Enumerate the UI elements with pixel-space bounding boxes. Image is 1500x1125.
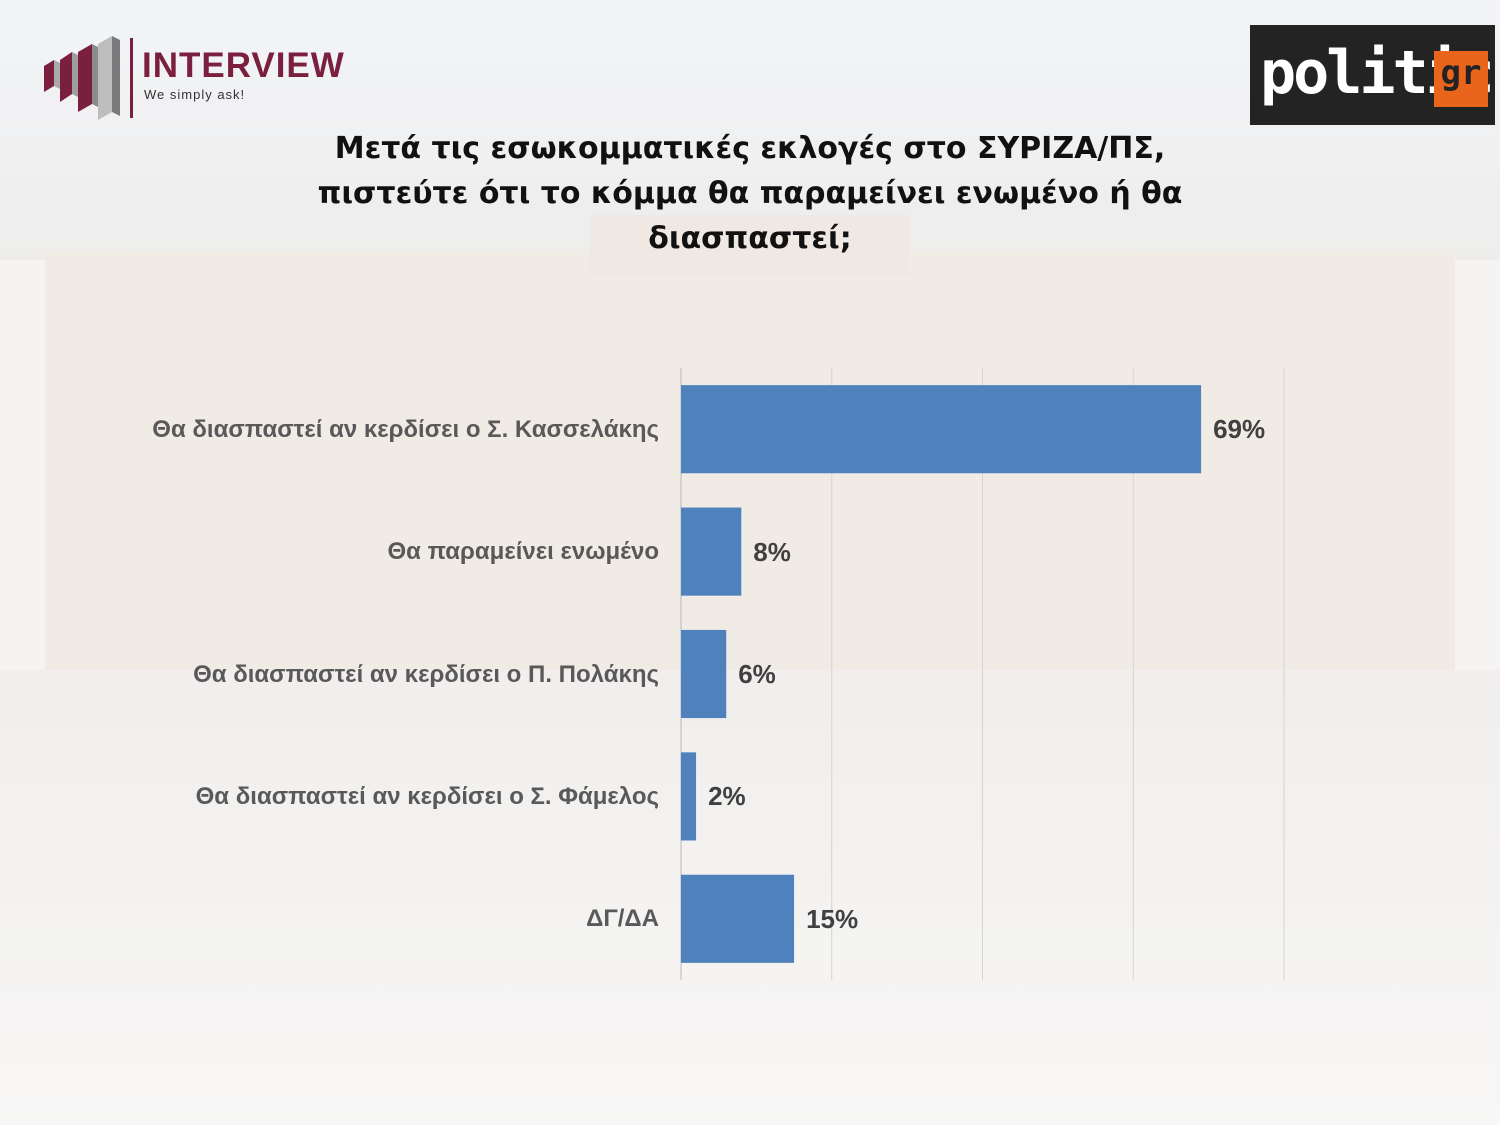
politic-brand-suffix: gr — [1434, 51, 1488, 107]
bar — [681, 629, 727, 719]
bar — [681, 752, 697, 841]
data-label: 69% — [1213, 414, 1266, 445]
interview-tagline: We simply ask! — [144, 87, 246, 102]
interview-brand-name: INTERVIEW — [142, 46, 345, 85]
politic-gr-logo: politic gr — [1250, 25, 1495, 125]
data-label: 6% — [738, 659, 776, 689]
logo-divider — [130, 38, 133, 118]
interview-logo: INTERVIEW We simply ask! — [42, 36, 372, 120]
bar — [681, 874, 795, 963]
category-label: Θα παραμείνει ενωμένο — [387, 538, 660, 566]
category-label: Θα διασπαστεί αν κερδίσει ο Π. Πολάκης — [193, 660, 659, 688]
category-label: Θα διασπαστεί αν κερδίσει ο Σ. Κασσελάκη… — [152, 415, 659, 443]
category-label: ΔΓ/ΔΑ — [586, 905, 659, 933]
bar-chart-logo-icon — [44, 36, 120, 120]
bar — [681, 385, 1202, 474]
category-label: Θα διασπαστεί αν κερδίσει ο Σ. Φάμελος — [195, 782, 659, 810]
data-label: 8% — [753, 536, 791, 567]
chart-title: Μετά τις εσωκομματικές εκλογές στο ΣΥΡΙΖ… — [317, 131, 1183, 256]
data-label: 15% — [806, 903, 859, 934]
bar — [681, 507, 742, 596]
data-label: 2% — [708, 781, 746, 812]
